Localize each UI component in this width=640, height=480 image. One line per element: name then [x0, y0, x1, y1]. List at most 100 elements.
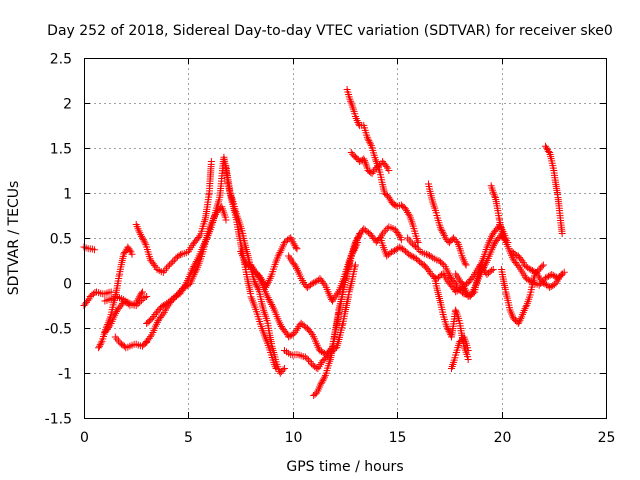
- data-point: [538, 262, 546, 270]
- data-point: [424, 266, 432, 274]
- data-series: [222, 162, 288, 377]
- data-point: [427, 252, 435, 260]
- data-point: [164, 262, 172, 270]
- data-point: [308, 280, 316, 288]
- data-series: [347, 149, 393, 177]
- data-point: [132, 302, 140, 310]
- data-point: [263, 282, 271, 290]
- data-point: [460, 282, 468, 290]
- data-point: [292, 263, 300, 271]
- data-point: [405, 210, 413, 218]
- data-series: [447, 333, 472, 372]
- data-point: [363, 133, 371, 141]
- data-point: [293, 245, 301, 253]
- data-point: [382, 226, 390, 234]
- data-point: [516, 316, 524, 324]
- tick-labels: 0 5 10 15 20 25 -1.5 -1 -0.5 0 0.5 1 1.5 2 2.5: [45, 52, 616, 447]
- data-point: [436, 223, 444, 231]
- data-series: [487, 182, 512, 246]
- data-point: [291, 261, 299, 269]
- data-point: [365, 137, 373, 145]
- y-tick-label: -0.5: [45, 322, 72, 338]
- data-point: [422, 250, 430, 258]
- data-point: [266, 297, 274, 305]
- data-point: [84, 297, 92, 305]
- data-point: [413, 255, 421, 263]
- data-point: [285, 333, 293, 341]
- data-point: [395, 232, 403, 240]
- data-point: [140, 237, 148, 245]
- data-point: [545, 147, 553, 155]
- x-tick-label: 15: [389, 430, 407, 446]
- data-series: [541, 142, 566, 237]
- data-point: [293, 264, 301, 272]
- data-point: [413, 237, 421, 245]
- data-series: [80, 243, 98, 254]
- data-point: [255, 273, 263, 281]
- data-point: [95, 344, 103, 352]
- data-point: [222, 216, 230, 224]
- data-point: [347, 97, 355, 105]
- data-point: [126, 246, 134, 254]
- axes: [84, 58, 607, 419]
- data-point: [443, 322, 451, 330]
- data-point: [457, 287, 465, 295]
- data-point: [414, 239, 422, 246]
- data-point: [508, 312, 516, 320]
- data-point: [153, 318, 161, 326]
- data-point: [320, 375, 328, 383]
- data-point: [173, 291, 181, 299]
- data-series: [247, 239, 362, 359]
- data-point: [406, 251, 414, 259]
- y-axis-title: SDTVAR / TECUs: [6, 181, 22, 296]
- data-point: [164, 298, 172, 306]
- data-point: [189, 264, 197, 272]
- data-point: [438, 227, 446, 235]
- data-point: [438, 259, 446, 267]
- data-point: [289, 330, 297, 338]
- data-point: [443, 324, 451, 332]
- data-point: [139, 236, 147, 244]
- data-point: [275, 250, 283, 258]
- data-point: [351, 261, 359, 269]
- data-point: [557, 271, 565, 279]
- data-point: [444, 326, 452, 334]
- data-point: [488, 266, 496, 274]
- data-series: [111, 333, 151, 352]
- data-point: [207, 158, 215, 165]
- data-point: [437, 225, 445, 233]
- data-point: [549, 271, 557, 279]
- y-tick-label: 2: [63, 97, 72, 113]
- data-series: [280, 261, 359, 373]
- data-point: [382, 162, 390, 170]
- data-point: [167, 259, 175, 267]
- chart-title: Day 252 of 2018, Sidereal Day-to-day VTE…: [47, 23, 613, 39]
- data-series: [101, 293, 151, 310]
- data-point: [361, 158, 369, 166]
- data-point: [141, 293, 149, 301]
- data-point: [413, 244, 421, 252]
- data-point: [532, 268, 540, 276]
- data-point: [169, 258, 177, 266]
- data-point: [137, 296, 145, 304]
- data-point: [543, 273, 551, 281]
- data-point: [254, 284, 262, 292]
- data-series: [498, 261, 547, 327]
- data-point: [458, 279, 466, 287]
- data-point: [386, 195, 394, 203]
- data-series: [143, 153, 280, 372]
- data-point: [338, 321, 346, 329]
- data-point: [360, 157, 368, 165]
- data-point: [351, 263, 359, 271]
- data-point: [318, 378, 326, 386]
- data-point: [318, 348, 326, 356]
- grid: [84, 58, 606, 418]
- data-point: [481, 260, 489, 268]
- data-point: [253, 270, 261, 278]
- data-point: [360, 155, 368, 163]
- data-point: [138, 232, 146, 240]
- data-point: [514, 262, 522, 270]
- data-point: [558, 230, 566, 237]
- data-point: [400, 246, 408, 254]
- data-point: [366, 138, 374, 146]
